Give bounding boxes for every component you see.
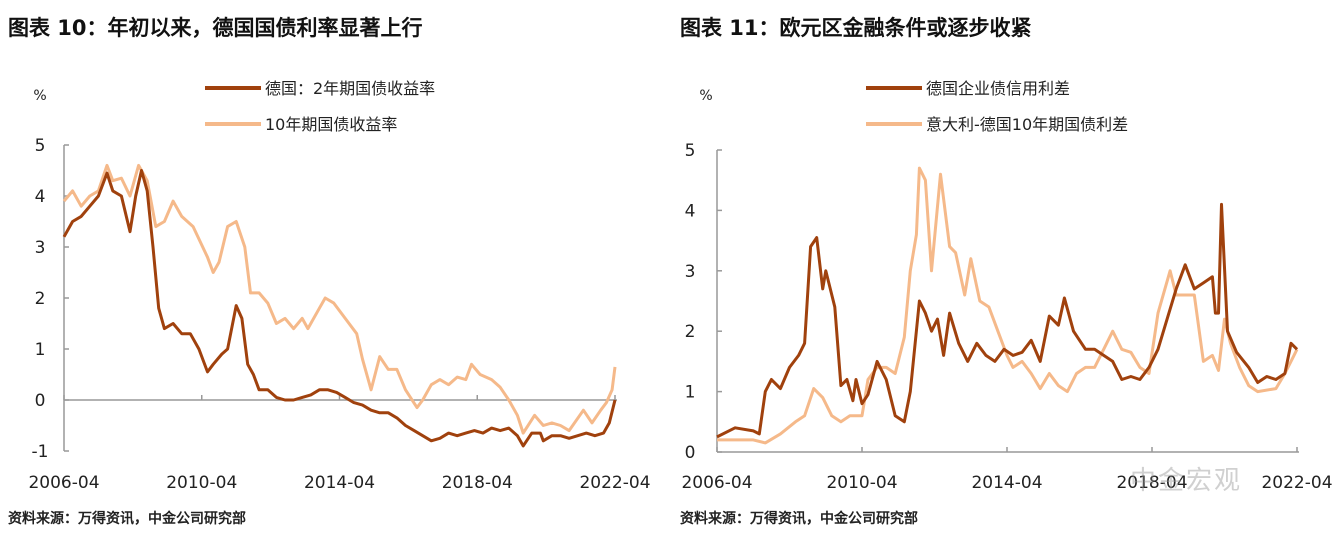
- chart-11-source: 资料来源：万得资讯，中金公司研究部: [680, 511, 918, 527]
- x-tick-label: 2006-04: [28, 473, 99, 493]
- y-tick-label: -1: [32, 442, 49, 462]
- y-tick-label: 3: [685, 262, 696, 282]
- series-line-light: [717, 166, 1299, 445]
- y-tick-label: 0: [35, 391, 46, 411]
- x-tick-label: 2022-04: [579, 473, 650, 493]
- y-tick-label: 5: [685, 141, 696, 161]
- legend-label: 10年期国债收益率: [265, 115, 397, 134]
- series-line-dark: [716, 202, 1299, 439]
- y-tick-label: 3: [35, 238, 46, 258]
- legend-label: 德国：2年期国债收益率: [265, 79, 435, 98]
- y-tick-label: 1: [685, 383, 696, 403]
- chart-11-title: 图表 11：欧元区金融条件或逐步收紧: [680, 16, 1032, 40]
- y-tick-label: 1: [35, 340, 46, 360]
- x-tick-label: 2014-04: [971, 473, 1042, 493]
- y-tick-label: 2: [685, 322, 696, 342]
- legend-label: 德国企业债信用利差: [926, 79, 1070, 98]
- y-tick-label: 4: [685, 201, 696, 221]
- y-tick-label: 4: [35, 187, 46, 207]
- series-line-dark: [62, 169, 617, 448]
- x-tick-label: 2006-04: [681, 473, 752, 493]
- y-unit-label: %: [699, 88, 712, 104]
- chart-10-title: 图表 10：年初以来，德国国债利率显著上行: [8, 16, 423, 40]
- x-tick-label: 2014-04: [304, 473, 375, 493]
- x-tick-label: 2010-04: [826, 473, 897, 493]
- y-unit-label: %: [33, 88, 46, 104]
- watermark: 中金宏观: [1130, 466, 1243, 496]
- chart-10-source: 资料来源：万得资讯，中金公司研究部: [8, 511, 246, 527]
- y-tick-label: 0: [685, 443, 696, 463]
- x-tick-label: 2018-04: [442, 473, 513, 493]
- y-tick-label: 5: [35, 136, 46, 156]
- x-tick-label: 2022-04: [1261, 473, 1332, 493]
- series-line-light: [62, 163, 617, 435]
- legend-label: 意大利-德国10年期国债利差: [926, 115, 1128, 134]
- y-tick-label: 2: [35, 289, 46, 309]
- x-tick-label: 2010-04: [166, 473, 237, 493]
- x-tick-label: 2018-04: [1116, 473, 1187, 493]
